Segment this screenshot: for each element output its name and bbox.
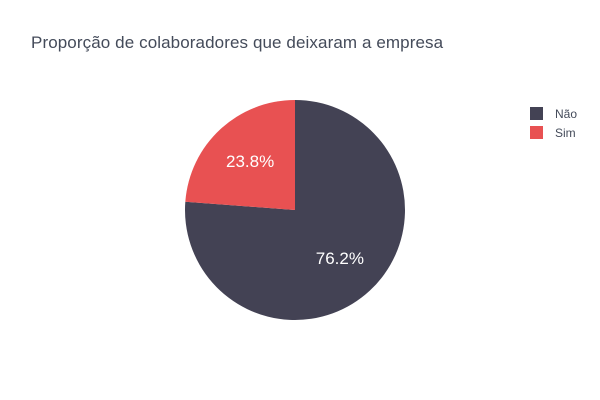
legend-item-sim[interactable]: Sim [530, 123, 577, 142]
legend-swatch [530, 107, 543, 120]
legend-item-não[interactable]: Não [530, 104, 577, 123]
legend-label: Não [555, 106, 578, 121]
pie-slices [185, 100, 406, 320]
legend-label: Sim [555, 125, 576, 140]
pie-slice-sim[interactable] [185, 100, 295, 210]
pie-labels: 76.2% 23.8% [226, 152, 364, 268]
pie-label-sim: 23.8% [226, 152, 274, 171]
legend-swatch [530, 126, 543, 139]
legend: Não Sim [530, 104, 577, 142]
chart-title: Proporção de colaboradores que deixaram … [31, 33, 444, 52]
pie-label-não: 76.2% [316, 249, 364, 268]
